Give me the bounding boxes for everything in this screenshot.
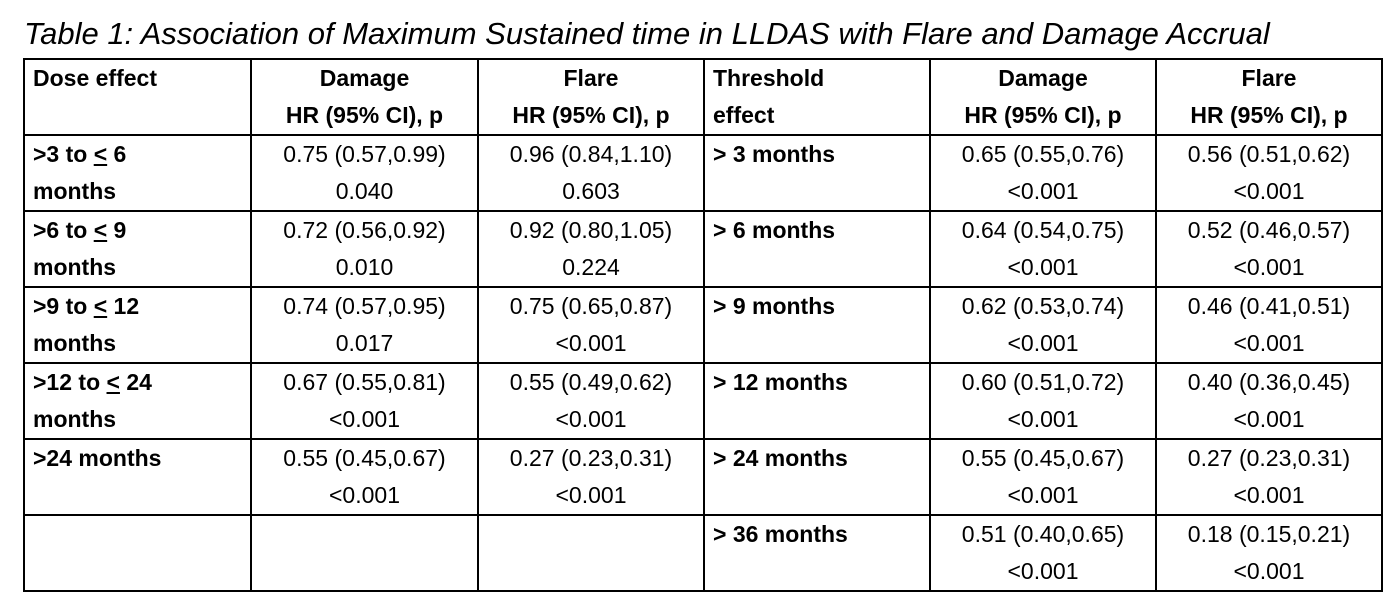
table-row: >6 to < 9 months 0.72 (0.56,0.92) 0.010 0.92… <box>23 210 1383 288</box>
table-row: > 36 months 0.51 (0.40,0.65) <0.001 0.18 (0… <box>23 514 1383 592</box>
damage-cell: 0.75 (0.57,0.99) 0.040 <box>250 134 479 212</box>
threshold-effect-cell: > 24 months <box>703 438 931 516</box>
flare-cell: 0.96 (0.84,1.10) 0.603 <box>477 134 705 212</box>
threshold-flare-cell: 0.52 (0.46,0.57) <0.001 <box>1155 210 1383 288</box>
flare-cell <box>477 514 705 592</box>
threshold-effect-cell: > 12 months <box>703 362 931 440</box>
dose-effect-cell: >9 to < 12 months <box>23 286 252 364</box>
dose-effect-cell: >24 months <box>23 438 252 516</box>
threshold-damage-cell: 0.55 (0.45,0.67) <0.001 <box>929 438 1157 516</box>
threshold-flare-cell: 0.18 (0.15,0.21) <0.001 <box>1155 514 1383 592</box>
damage-cell: 0.55 (0.45,0.67) <0.001 <box>250 438 479 516</box>
table-row: >3 to < 6 months 0.75 (0.57,0.99) 0.040 0.96… <box>23 134 1383 212</box>
dose-effect-cell: >3 to < 6 months <box>23 134 252 212</box>
threshold-damage-cell: 0.64 (0.54,0.75) <0.001 <box>929 210 1157 288</box>
threshold-effect-cell: > 9 months <box>703 286 931 364</box>
header-flare: Flare HR (95% CI), p <box>477 58 705 136</box>
damage-cell: 0.67 (0.55,0.81) <0.001 <box>250 362 479 440</box>
threshold-effect-cell: > 36 months <box>703 514 931 592</box>
flare-cell: 0.75 (0.65,0.87) <0.001 <box>477 286 705 364</box>
results-table: Dose effect Damage HR (95% CI), p Flare … <box>23 58 1383 592</box>
header-threshold-flare: Flare HR (95% CI), p <box>1155 58 1383 136</box>
threshold-flare-cell: 0.40 (0.36,0.45) <0.001 <box>1155 362 1383 440</box>
threshold-damage-cell: 0.62 (0.53,0.74) <0.001 <box>929 286 1157 364</box>
threshold-flare-cell: 0.27 (0.23,0.31) <0.001 <box>1155 438 1383 516</box>
flare-cell: 0.92 (0.80,1.05) 0.224 <box>477 210 705 288</box>
header-threshold-effect: Threshold effect <box>703 58 931 136</box>
threshold-flare-cell: 0.56 (0.51,0.62) <0.001 <box>1155 134 1383 212</box>
header-threshold-damage: Damage HR (95% CI), p <box>929 58 1157 136</box>
dose-effect-cell: >6 to < 9 months <box>23 210 252 288</box>
table-row: >9 to < 12 months 0.74 (0.57,0.95) 0.017 0.7… <box>23 286 1383 364</box>
flare-cell: 0.55 (0.49,0.62) <0.001 <box>477 362 705 440</box>
header-dose-effect: Dose effect <box>23 58 252 136</box>
header-row: Dose effect Damage HR (95% CI), p Flare … <box>23 58 1383 136</box>
damage-cell: 0.72 (0.56,0.92) 0.010 <box>250 210 479 288</box>
threshold-damage-cell: 0.60 (0.51,0.72) <0.001 <box>929 362 1157 440</box>
dose-effect-cell <box>23 514 252 592</box>
threshold-damage-cell: 0.65 (0.55,0.76) <0.001 <box>929 134 1157 212</box>
table-row: >12 to < 24 months 0.67 (0.55,0.81) <0.001 0… <box>23 362 1383 440</box>
threshold-flare-cell: 0.46 (0.41,0.51) <0.001 <box>1155 286 1383 364</box>
damage-cell <box>250 514 479 592</box>
table-caption: Table 1: Association of Maximum Sustaine… <box>24 16 1270 51</box>
header-damage: Damage HR (95% CI), p <box>250 58 479 136</box>
threshold-effect-cell: > 3 months <box>703 134 931 212</box>
flare-cell: 0.27 (0.23,0.31) <0.001 <box>477 438 705 516</box>
dose-effect-cell: >12 to < 24 months <box>23 362 252 440</box>
damage-cell: 0.74 (0.57,0.95) 0.017 <box>250 286 479 364</box>
threshold-damage-cell: 0.51 (0.40,0.65) <0.001 <box>929 514 1157 592</box>
table-row: >24 months 0.55 (0.45,0.67) <0.001 0.27 (0.… <box>23 438 1383 516</box>
threshold-effect-cell: > 6 months <box>703 210 931 288</box>
